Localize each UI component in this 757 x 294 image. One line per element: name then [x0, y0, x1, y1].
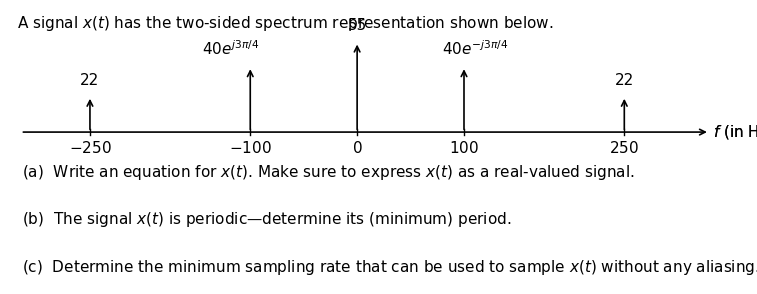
Text: $250$: $250$: [609, 140, 640, 156]
Text: $40e^{-j3\pi/4}$: $40e^{-j3\pi/4}$: [441, 39, 508, 58]
Text: $-100$: $-100$: [229, 140, 272, 156]
Text: 22: 22: [80, 73, 100, 88]
Text: 55: 55: [347, 19, 366, 34]
Text: $0$: $0$: [352, 140, 363, 156]
Text: $f$ (in Hz): $f$ (in Hz): [713, 123, 757, 141]
Text: $-250$: $-250$: [69, 140, 111, 156]
Text: A signal $x(t)$ has the two-sided spectrum representation shown below.: A signal $x(t)$ has the two-sided spectr…: [17, 14, 553, 33]
Text: $f$ (in Hz): $f$ (in Hz): [713, 123, 757, 141]
Text: (a)  Write an equation for $x(t)$. Make sure to express $x(t)$ as a real-valued : (a) Write an equation for $x(t)$. Make s…: [23, 163, 635, 182]
Text: 22: 22: [615, 73, 634, 88]
Text: (c)  Determine the minimum sampling rate that can be used to sample $x(t)$ witho: (c) Determine the minimum sampling rate …: [23, 258, 757, 277]
Text: (b)  The signal $x(t)$ is periodic—determine its (minimum) period.: (b) The signal $x(t)$ is periodic—determ…: [23, 211, 512, 229]
Text: $100$: $100$: [449, 140, 479, 156]
Text: $40e^{j3\pi/4}$: $40e^{j3\pi/4}$: [202, 39, 260, 58]
